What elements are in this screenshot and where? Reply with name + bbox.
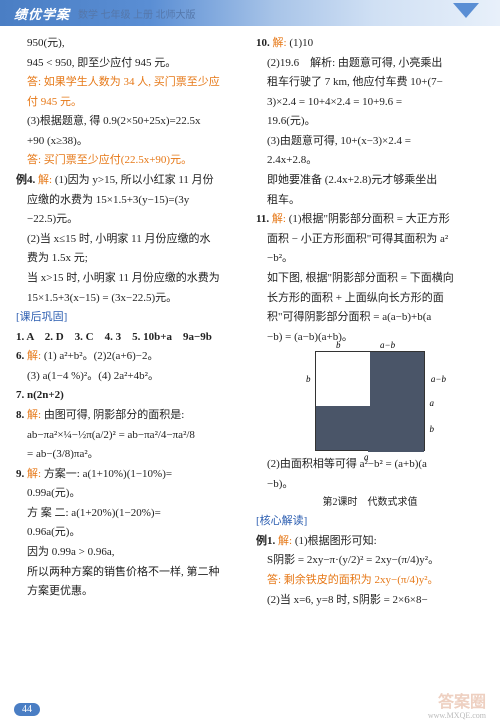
text-line: 方 案 二: a(1+20%)(1−20%)= bbox=[16, 504, 244, 524]
text-line: 9. 解: 方案一: a(1+10%)(1−10%)= bbox=[16, 465, 244, 485]
page-header: 绩优学案 数学 七年级 上册 北师大版 bbox=[0, 0, 500, 26]
text-line: 例1. 解: (1)根据图形可知: bbox=[256, 532, 484, 552]
header-triangle-icon bbox=[456, 6, 476, 18]
text-line: 答: 如果学生人数为 34 人, 买门票至少应 bbox=[16, 73, 244, 93]
text-line: (3)根据题意, 得 0.9(2×50+25x)=22.5x bbox=[16, 112, 244, 132]
text-line: 积"可得阴影部分面积 = a(a−b)+b(a bbox=[256, 308, 484, 328]
text-line: 2.4x+2.8。 bbox=[256, 151, 484, 171]
text-line: 答: 买门票至少应付(22.5x+90)元。 bbox=[16, 151, 244, 171]
book-subtitle: 数学 七年级 上册 北师大版 bbox=[78, 6, 196, 21]
text-line: 0.96a(元)。 bbox=[16, 523, 244, 543]
text-line: 长方形的面积 + 上面纵向长方形的面 bbox=[256, 289, 484, 309]
text-line: (3) a(1−4 %)²。(4) 2a²+4b²。 bbox=[16, 367, 244, 387]
text-line: [课后巩固] bbox=[16, 308, 244, 328]
text-line: 面积 − 小正方形面积"可得其面积为 a² bbox=[256, 230, 484, 250]
text-line: 0.99a(元)。 bbox=[16, 484, 244, 504]
text-line: 10. 解: (1)10 bbox=[256, 34, 484, 54]
text-line: −b) = (a−b)(a+b)。 bbox=[256, 328, 484, 348]
text-line: 租车。 bbox=[256, 191, 484, 211]
text-line: 7. n(2n+2) bbox=[16, 386, 244, 406]
text-line: 费为 1.5x 元; bbox=[16, 249, 244, 269]
text-line: 6. 解: (1) a²+b²。(2)2(a+6)−2。 bbox=[16, 347, 244, 367]
text-line: 8. 解: 由图可得, 阴影部分的面积是: bbox=[16, 406, 244, 426]
text-line: (3)由题意可得, 10+(x−3)×2.4 = bbox=[256, 132, 484, 152]
page-footer: 44 bbox=[14, 703, 40, 716]
text-line: 租车行驶了 7 km, 他应付车费 10+(7− bbox=[256, 73, 484, 93]
text-line: −b²。 bbox=[256, 249, 484, 269]
right-column: 10. 解: (1)10(2)19.6 解析: 由题意可得, 小亮乘出租车行驶了… bbox=[250, 34, 490, 704]
text-line: +90 (x≥38)。 bbox=[16, 132, 244, 152]
text-line: 3)×2.4 = 10+4×2.4 = 10+9.6 = bbox=[256, 93, 484, 113]
text-line: 950(元), bbox=[16, 34, 244, 54]
text-line: 11. 解: (1)根据"阴影部分面积 = 大正方形 bbox=[256, 210, 484, 230]
text-line: −22.5)元。 bbox=[16, 210, 244, 230]
text-line: 方案更优惠。 bbox=[16, 582, 244, 602]
text-line: 15×1.5+3(x−15) = (3x−22.5)元。 bbox=[16, 289, 244, 309]
watermark-url: www.MXQE.com bbox=[428, 711, 486, 720]
text-line: 1. A 2. D 3. C 4. 3 5. 10b+a 9a−9b bbox=[16, 328, 244, 348]
page-content: 950(元),945 < 950, 即至少应付 945 元。答: 如果学生人数为… bbox=[0, 26, 500, 704]
area-diagram: ba−bbaa−bab bbox=[315, 351, 425, 451]
text-line: (2)由面积相等可得 a²−b² = (a+b)(a bbox=[256, 455, 484, 475]
text-line: [核心解读] bbox=[256, 512, 484, 532]
text-line: 例4. 解: (1)因为 y>15, 所以小红家 11 月份 bbox=[16, 171, 244, 191]
text-line: 19.6(元)。 bbox=[256, 112, 484, 132]
page-number: 44 bbox=[14, 703, 40, 716]
left-column: 950(元),945 < 950, 即至少应付 945 元。答: 如果学生人数为… bbox=[10, 34, 250, 704]
text-line: 付 945 元。 bbox=[16, 93, 244, 113]
text-line: (2)当 x≤15 时, 小明家 11 月份应缴的水 bbox=[16, 230, 244, 250]
text-line: (2)当 x=6, y=8 时, S阴影 = 2×6×8− bbox=[256, 591, 484, 611]
text-line: 所以两种方案的销售价格不一样, 第二种 bbox=[16, 563, 244, 583]
book-title: 绩优学案 bbox=[14, 4, 70, 23]
text-line: 答: 剩余铁皮的面积为 2xy−(π/4)y²。 bbox=[256, 571, 484, 591]
text-line: 即她要准备 (2.4x+2.8)元才够乘坐出 bbox=[256, 171, 484, 191]
text-line: 当 x>15 时, 小明家 11 月份应缴的水费为 bbox=[16, 269, 244, 289]
text-line: 因为 0.99a > 0.96a, bbox=[16, 543, 244, 563]
text-line: 945 < 950, 即至少应付 945 元。 bbox=[16, 54, 244, 74]
text-line: = ab−(3/8)πa²。 bbox=[16, 445, 244, 465]
text-line: 应缴的水费为 15×1.5+3(y−15)=(3y bbox=[16, 191, 244, 211]
watermark: 答案圈 bbox=[438, 688, 486, 712]
text-line: 第2课时 代数式求值 bbox=[256, 494, 484, 512]
text-line: 如下图, 根据"阴影部分面积 = 下面横向 bbox=[256, 269, 484, 289]
text-line: ab−πa²×¼−½π(a/2)² = ab−πa²/4−πa²/8 bbox=[16, 426, 244, 446]
text-line: (2)19.6 解析: 由题意可得, 小亮乘出 bbox=[256, 54, 484, 74]
text-line: −b)。 bbox=[256, 475, 484, 495]
text-line: S阴影 = 2xy−π·(y/2)² = 2xy−(π/4)y²。 bbox=[256, 551, 484, 571]
